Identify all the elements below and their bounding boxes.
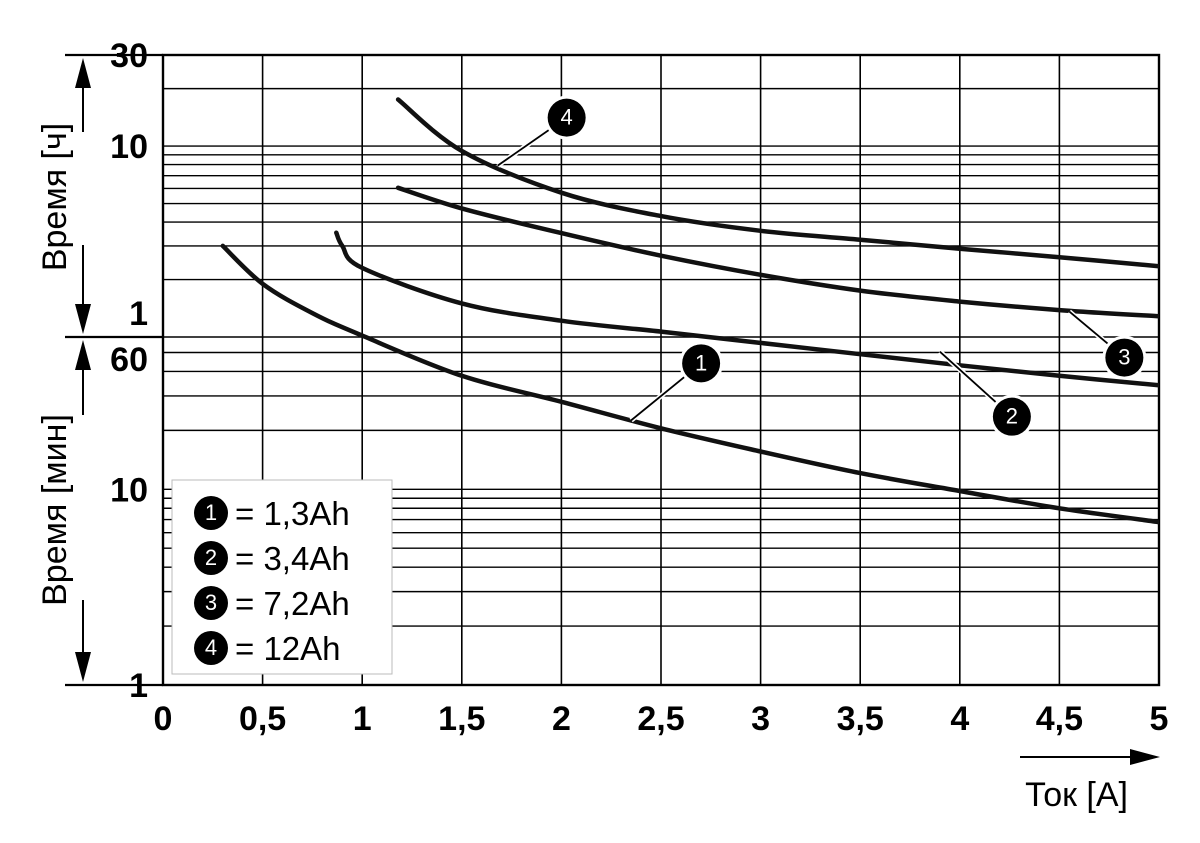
legend: 1 = 1,3Ah 2 = 3,4Ah 3 = 7,2Ah 4 = 12Ah [171,479,393,675]
x-tick-label: 1,5 [438,700,485,738]
legend-badge-2 [194,541,228,575]
y-tick-label-minutes: 60 [110,341,148,379]
axes [65,53,1161,765]
y-arrow-down-icon [75,652,91,682]
callout-badge-3 [1105,338,1144,377]
callout-badge-1 [682,344,721,383]
y-tick-label-minutes: 10 [110,471,148,509]
legend-label: = 7,2Ah [235,585,350,622]
x-tick-label: 2,5 [637,700,684,738]
series-line-4 [395,97,1159,269]
x-axis-title: Ток [A] [1025,776,1128,814]
x-tick-label: 3,5 [837,700,884,738]
callout-layer: 1 2 3 4 [496,95,1147,439]
x-tick-label: 4,5 [1036,700,1083,738]
legend-label: = 1,3Ah [235,495,350,532]
callout-badge-4 [547,98,586,137]
plot-frame [161,53,1161,687]
legend-label: = 12Ah [235,630,341,667]
x-tick-label: 0,5 [239,700,286,738]
legend-label: = 3,4Ah [235,540,350,577]
legend-badge-2-label: 2 [205,545,217,570]
labels: 0 0,5 1 1,5 2 2,5 3 3,5 4 4,5 5 1 10 30 1 10 60 Время [ч]… [36,37,1168,814]
callout-badge-3-label: 3 [1118,345,1130,370]
x-arrow-right-icon [1130,749,1160,765]
series-line-1 [220,243,1159,525]
x-tick-label: 1 [353,700,372,738]
y-tick-label-minutes: 1 [129,667,148,705]
legend-badge-4 [194,631,228,665]
y-tick-label-hours: 1 [129,295,148,333]
y-arrow-up-icon [75,340,91,370]
legend-badge-4-label: 4 [205,635,217,660]
legend-badge-3-label: 3 [205,590,217,615]
y-tick-label-hours: 30 [110,37,148,75]
callout-badge-2-label: 2 [1006,404,1018,429]
x-tick-label: 2 [552,700,571,738]
series-layer [220,97,1159,525]
series-line-3 [395,185,1159,319]
callout-badge-1-label: 1 [695,350,707,375]
callout-badge-4-label: 4 [561,105,573,130]
x-tick-label: 4 [950,700,969,738]
x-tick-label: 0 [154,700,173,738]
x-tick-label: 3 [751,700,770,738]
x-tick-label: 5 [1150,700,1169,738]
legend-badge-3 [194,586,228,620]
y-tick-label-hours: 10 [110,128,148,166]
y-axis-title-minutes: Время [мин] [36,414,74,606]
y-axis-title-hours: Время [ч] [36,123,74,271]
series-line-2 [334,230,1159,388]
callout-badge-2 [992,397,1031,436]
y-arrow-down-icon [75,304,91,334]
y-arrow-up-icon [75,58,91,88]
legend-badge-1-label: 1 [205,500,217,525]
legend-badge-1 [194,496,228,530]
